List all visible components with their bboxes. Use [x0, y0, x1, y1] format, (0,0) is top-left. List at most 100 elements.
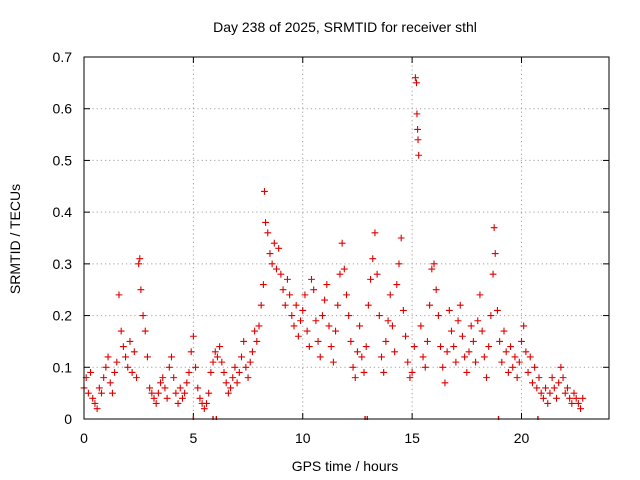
data-point	[414, 126, 421, 133]
data-point	[465, 348, 473, 356]
data-point	[454, 317, 462, 325]
data-point	[430, 260, 438, 268]
data-point	[443, 348, 451, 356]
data-point	[550, 384, 558, 392]
data-point	[136, 255, 144, 263]
data-point	[564, 384, 571, 392]
data-point	[375, 312, 383, 319]
data-point	[559, 374, 567, 382]
data-point	[531, 363, 539, 371]
data-point	[297, 317, 304, 325]
data-point	[87, 369, 94, 376]
data-point	[316, 353, 324, 361]
data-point	[268, 260, 276, 268]
data-point	[520, 322, 528, 330]
data-point	[139, 312, 147, 319]
data-point	[380, 369, 388, 376]
data-point	[413, 110, 421, 118]
data-point	[235, 369, 243, 376]
data-point	[568, 400, 576, 407]
data-point	[227, 384, 234, 392]
data-point	[95, 384, 103, 392]
data-point	[544, 400, 552, 407]
data-point	[349, 363, 357, 371]
x-tick-label: 5	[189, 430, 197, 446]
data-point	[345, 312, 353, 319]
data-point	[511, 353, 519, 361]
data-point	[500, 327, 508, 335]
data-point	[170, 374, 178, 382]
data-point	[382, 338, 390, 345]
data-point	[526, 353, 534, 361]
data-point	[555, 379, 563, 387]
data-point	[432, 286, 440, 294]
data-point	[187, 348, 195, 356]
data-point	[310, 286, 318, 294]
data-point	[343, 291, 350, 299]
data-point	[428, 265, 436, 273]
data-point	[246, 358, 254, 366]
data-point	[373, 270, 381, 278]
data-point	[218, 358, 226, 366]
data-point	[441, 379, 449, 387]
data-point	[399, 307, 407, 314]
data-point	[231, 363, 239, 371]
data-point	[354, 348, 361, 356]
data-point	[146, 384, 154, 392]
data-point	[240, 338, 248, 345]
data-point	[176, 384, 184, 392]
data-point	[340, 265, 348, 273]
data-point	[106, 379, 114, 387]
data-point	[135, 260, 143, 268]
data-point	[456, 301, 464, 309]
data-point	[459, 332, 466, 340]
data-point	[502, 348, 510, 356]
data-point	[233, 379, 241, 387]
data-point	[194, 384, 202, 392]
data-point	[524, 369, 532, 376]
data-point	[509, 363, 517, 371]
data-point	[452, 358, 460, 366]
data-point	[572, 394, 580, 402]
data-point	[224, 389, 232, 397]
data-point	[329, 358, 337, 366]
data-point	[174, 400, 182, 407]
data-point	[165, 363, 173, 371]
data-point	[356, 322, 364, 330]
data-point	[115, 291, 123, 299]
data-point	[327, 343, 335, 350]
data-point	[222, 379, 230, 387]
data-point	[391, 348, 399, 356]
data-point	[570, 389, 578, 397]
data-point	[542, 384, 549, 392]
y-tick-label: 0.2	[53, 308, 73, 324]
data-point	[406, 374, 414, 382]
grid-lines	[84, 57, 609, 419]
data-point	[238, 353, 245, 361]
data-point	[124, 363, 132, 371]
data-point	[424, 338, 431, 345]
data-point	[412, 74, 419, 82]
data-point	[159, 374, 167, 382]
data-point	[266, 250, 274, 257]
data-point	[360, 369, 368, 376]
data-point	[557, 363, 565, 371]
data-point	[179, 394, 186, 402]
data-point	[288, 312, 296, 319]
chart-title: Day 238 of 2025, SRMTID for receiver sth…	[213, 19, 477, 35]
data-point	[393, 281, 401, 288]
data-point	[163, 394, 171, 402]
y-tick-label: 0.3	[53, 256, 73, 272]
data-point	[472, 358, 479, 366]
data-point	[216, 343, 224, 350]
data-point	[242, 363, 250, 371]
data-point	[369, 255, 377, 263]
data-point	[308, 275, 315, 283]
data-point	[314, 338, 322, 345]
data-point	[261, 188, 268, 195]
data-point	[157, 379, 164, 387]
data-point	[463, 369, 471, 376]
data-point	[91, 400, 99, 407]
data-point	[111, 369, 119, 376]
data-point	[347, 338, 355, 345]
